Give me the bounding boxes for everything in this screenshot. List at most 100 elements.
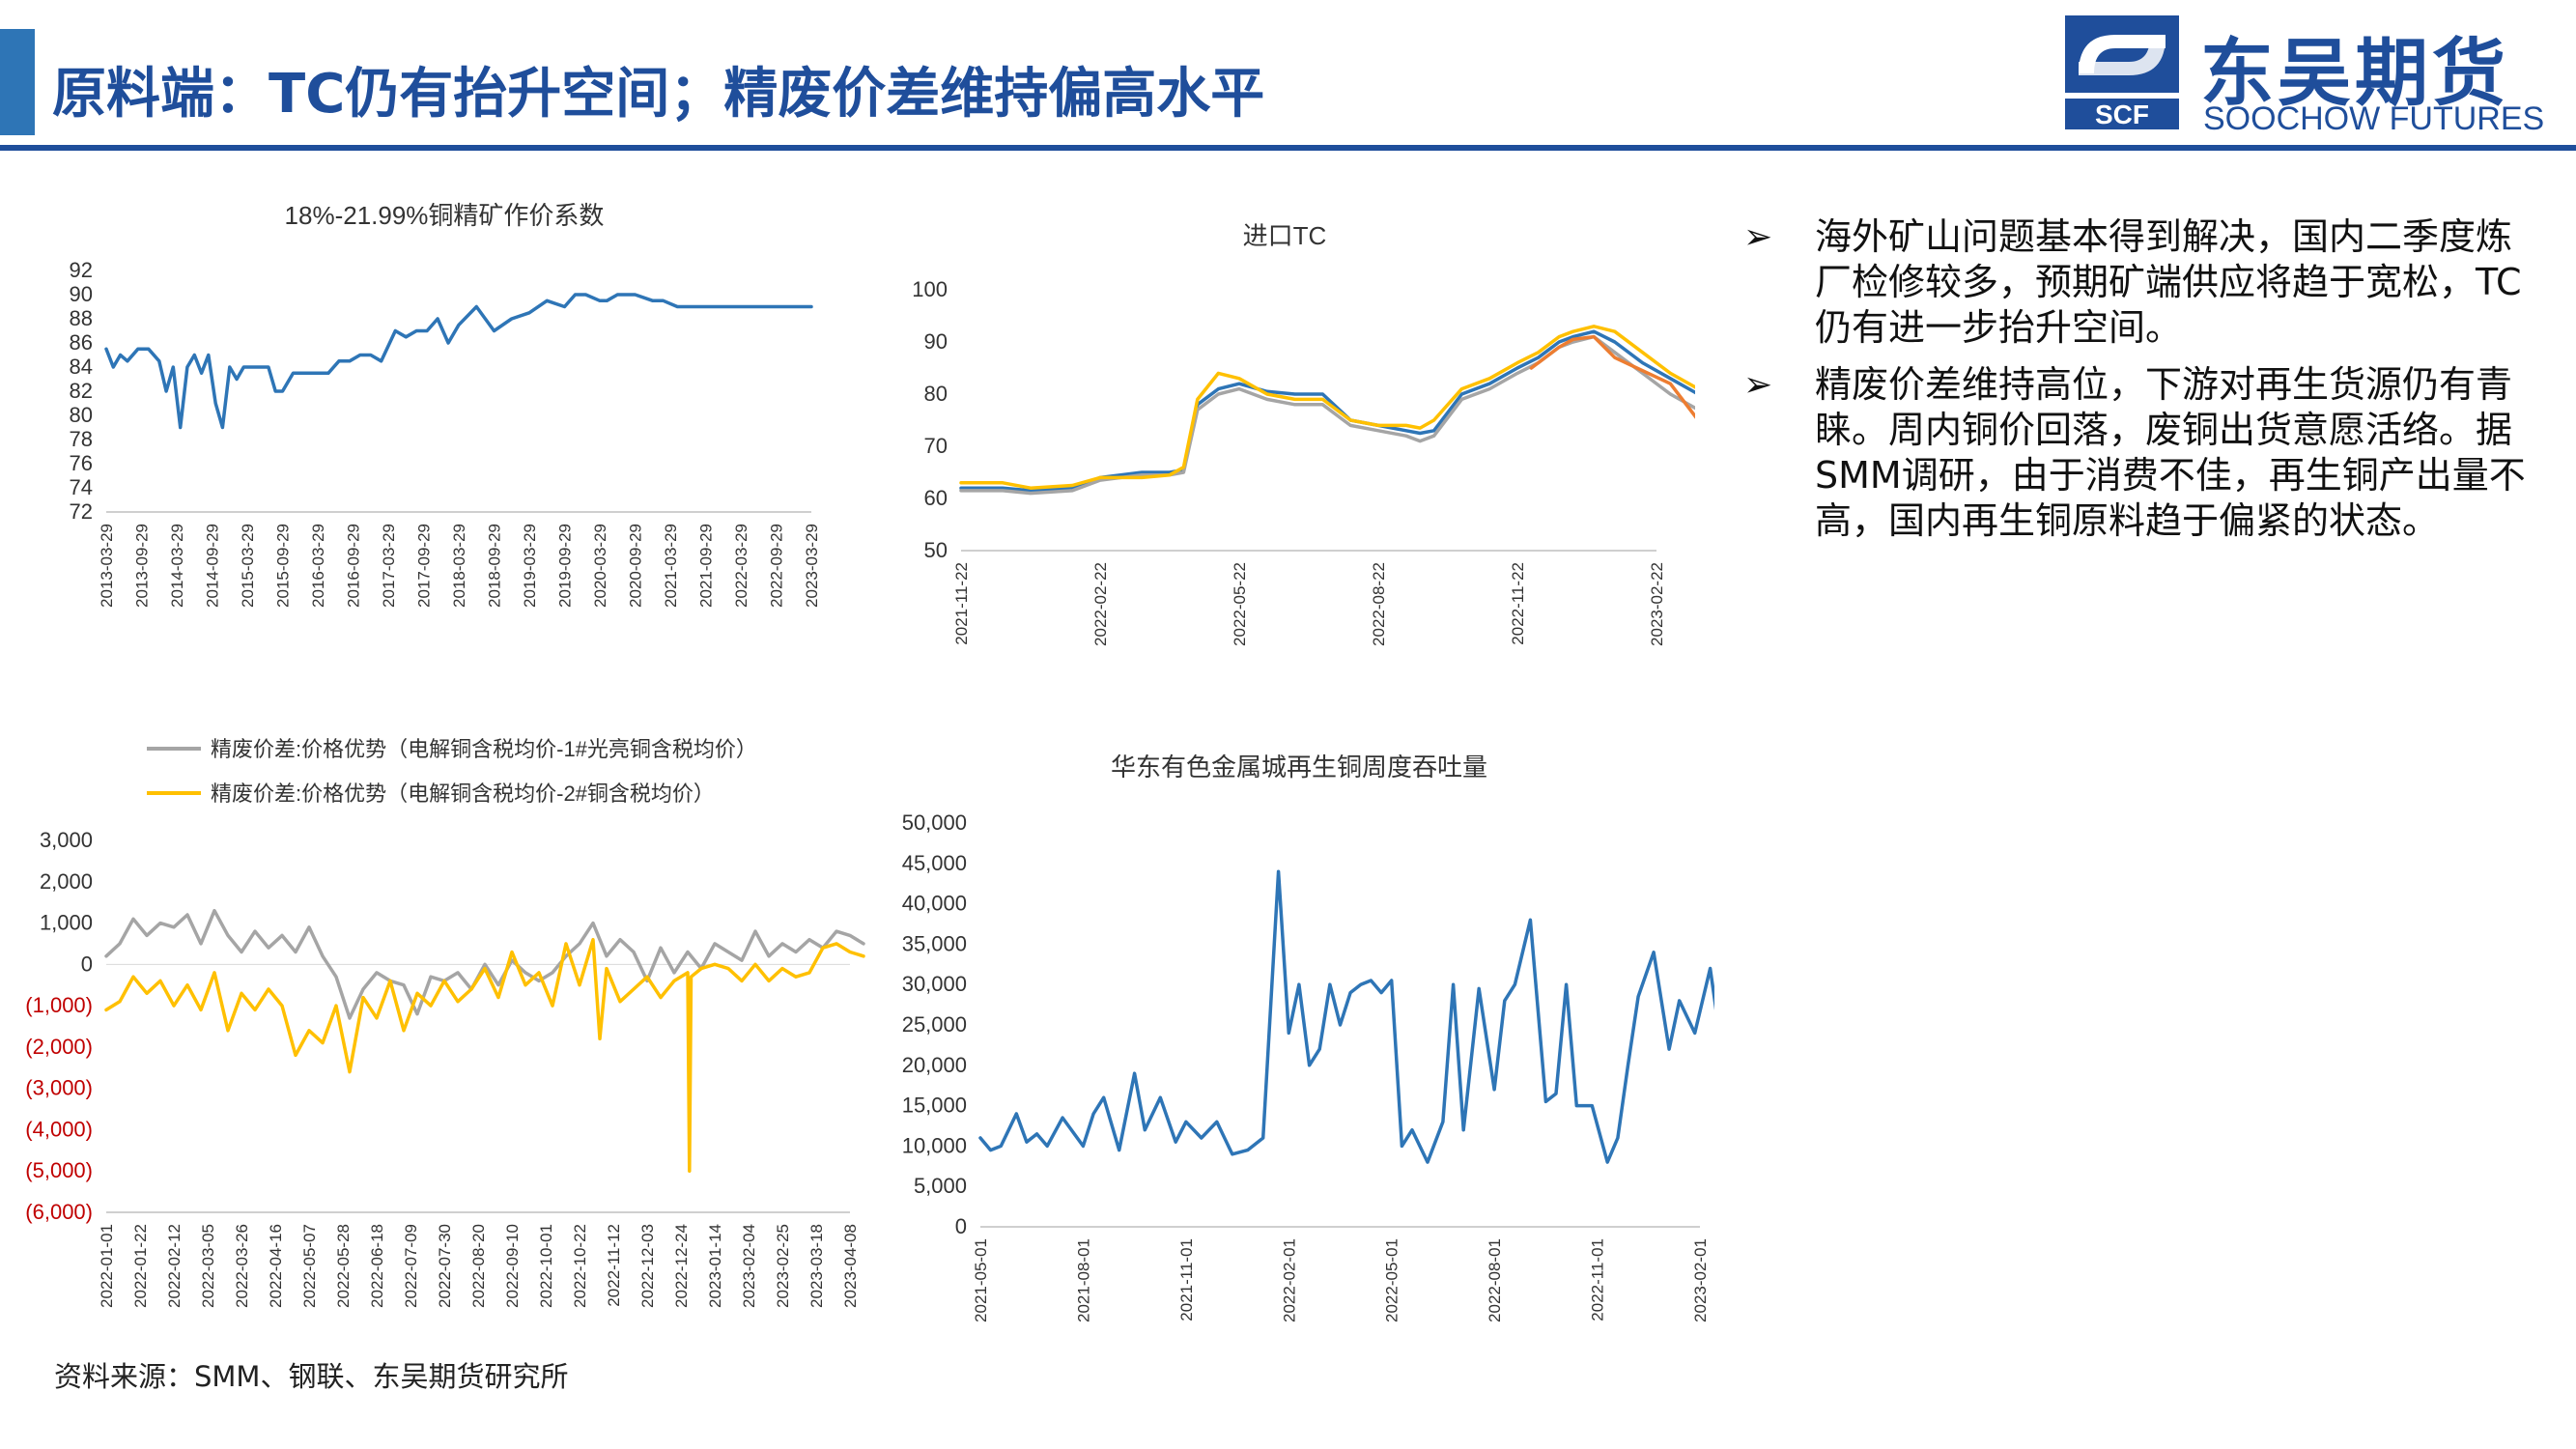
x-tick-label: 2022-08-01 xyxy=(1486,1238,1504,1322)
x-tick-label: 2013-03-29 xyxy=(98,524,116,608)
x-tick-label: 2018-03-29 xyxy=(450,524,468,608)
x-tick-label: 2023-02-04 xyxy=(740,1224,758,1308)
x-tick-label: 2023-02-25 xyxy=(774,1224,792,1308)
y-tick-label: (5,000) xyxy=(25,1158,93,1182)
y-tick-label: 0 xyxy=(81,952,93,976)
series-line xyxy=(978,869,1714,1164)
y-tick-label: 92 xyxy=(70,258,93,282)
x-tick-label: 2023-02-01 xyxy=(1691,1238,1710,1322)
chart-recycled-copper-throughput: 华东有色金属城再生铜周度吞吐量 50,000 45,000 40,000 35,000 3… xyxy=(902,753,1714,1322)
y-tick-label: 90 xyxy=(924,329,948,354)
x-tick-label: 2022-12-03 xyxy=(638,1224,657,1308)
chart-refined-scrap-spread: 3,000 2,000 1,000 0 (1,000) (2,000) (3,000) (4,… xyxy=(25,737,865,1308)
header-accent-bar xyxy=(0,29,35,135)
x-tick-label: 2022-04-16 xyxy=(267,1224,285,1308)
logo-text-cn: 东吴期货 xyxy=(2200,30,2509,116)
arrow-bullet-icon: ➢ xyxy=(1743,365,1773,405)
x-tick-label: 2018-09-29 xyxy=(486,524,504,608)
x-tick-label: 2022-07-30 xyxy=(436,1224,454,1308)
x-tick-label: 2022-11-22 xyxy=(1509,562,1527,645)
y-tick-label: 86 xyxy=(70,330,93,355)
x-tick-label: 2022-10-22 xyxy=(571,1224,589,1308)
y-tick-label: 72 xyxy=(70,499,93,524)
y-tick-label: 88 xyxy=(70,306,93,330)
y-tick-label: 80 xyxy=(924,382,948,406)
y-tick-label: 10,000 xyxy=(902,1133,967,1157)
commentary-text: 精废价差维持高位，下游对再生货源仍有青睐。周内铜价回落，废铜出货意愿活络。据SM… xyxy=(1815,363,2526,542)
x-tick-label: 2022-10-01 xyxy=(537,1224,555,1308)
series-line xyxy=(959,325,1695,490)
x-tick-label: 2022-03-26 xyxy=(233,1224,251,1308)
y-tick-label: 74 xyxy=(70,475,93,499)
chart-copper-concentrate-coefficient: 18%-21.99%铜精矿作价系数92908886848280787674722… xyxy=(70,201,821,608)
x-tick-label: 2022-11-12 xyxy=(605,1224,623,1307)
chart-title: 进口TC xyxy=(1243,221,1327,250)
y-tick-label: 76 xyxy=(70,451,93,475)
y-tick-label: (4,000) xyxy=(25,1117,93,1141)
series-line xyxy=(1529,334,1695,419)
y-tick-label: 35,000 xyxy=(902,931,967,955)
x-tick-label: 2020-03-29 xyxy=(591,524,609,608)
header-divider xyxy=(0,145,2576,151)
x-tick-label: 2022-08-20 xyxy=(469,1224,488,1308)
series-line xyxy=(104,908,865,1020)
y-tick-label: 1,000 xyxy=(40,911,93,935)
y-tick-label: 3,000 xyxy=(40,828,93,852)
x-tick-label: 2022-05-07 xyxy=(300,1224,319,1308)
x-tick-label: 2022-03-05 xyxy=(199,1224,217,1308)
x-tick-label: 2022-09-10 xyxy=(503,1224,522,1308)
x-tick-label: 2022-02-01 xyxy=(1280,1238,1298,1322)
legend-label: 精废价差:价格优势（电解铜含税均价-1#光亮铜含税均价） xyxy=(211,737,757,761)
x-tick-label: 2022-08-22 xyxy=(1370,562,1388,646)
series-line xyxy=(959,329,1695,493)
x-tick-label: 2023-04-08 xyxy=(841,1224,860,1308)
x-tick-label: 2021-11-01 xyxy=(1177,1238,1196,1321)
y-tick-label: (6,000) xyxy=(25,1200,93,1224)
legend-label: 精废价差:价格优势（电解铜含税均价-2#铜含税均价） xyxy=(211,781,715,806)
series-line xyxy=(104,937,865,1173)
series-line xyxy=(104,293,813,430)
x-tick-label: 2022-05-28 xyxy=(334,1224,353,1308)
x-tick-label: 2022-05-22 xyxy=(1231,562,1249,646)
y-tick-label: 82 xyxy=(70,379,93,403)
logo-text-en: SOOCHOW FUTURES xyxy=(2203,100,2545,137)
commentary-item: ➢ 海外矿山问题基本得到解决，国内二季度炼厂检修较多，预期矿端供应将趋于宽松，T… xyxy=(1743,214,2535,351)
x-tick-label: 2022-11-01 xyxy=(1589,1238,1607,1321)
y-tick-label: 40,000 xyxy=(902,892,967,916)
y-tick-label: 15,000 xyxy=(902,1094,967,1118)
y-tick-label: 90 xyxy=(70,282,93,306)
y-tick-label: 25,000 xyxy=(902,1012,967,1037)
x-tick-label: 2016-09-29 xyxy=(345,524,363,608)
page-title: 原料端：TC仍有抬升空间；精废价差维持偏高水平 xyxy=(52,63,1265,126)
x-tick-label: 2014-03-29 xyxy=(168,524,186,608)
x-tick-label: 2021-03-29 xyxy=(662,524,680,608)
series-line xyxy=(959,334,1695,496)
y-tick-label: 20,000 xyxy=(902,1053,967,1077)
x-tick-label: 2022-02-12 xyxy=(165,1224,184,1308)
y-tick-label: 60 xyxy=(924,486,948,510)
x-tick-label: 2022-02-22 xyxy=(1091,562,1110,646)
y-tick-label: 100 xyxy=(912,277,948,301)
x-tick-label: 2023-03-29 xyxy=(803,524,821,608)
y-tick-label: (3,000) xyxy=(25,1076,93,1100)
logo-mark-icon: SCF xyxy=(2065,15,2179,129)
x-tick-label: 2022-09-29 xyxy=(768,524,786,608)
x-tick-label: 2015-09-29 xyxy=(274,524,293,608)
x-tick-label: 2022-03-29 xyxy=(732,524,750,608)
y-tick-label: 2,000 xyxy=(40,869,93,894)
x-tick-label: 2021-09-29 xyxy=(697,524,716,608)
commentary-item: ➢ 精废价差维持高位，下游对再生货源仍有青睐。周内铜价回落，废铜出货意愿活络。据… xyxy=(1743,362,2535,544)
source-note: 资料来源：SMM、钢联、东吴期货研究所 xyxy=(54,1360,569,1393)
x-tick-label: 2019-03-29 xyxy=(521,524,539,608)
x-tick-label: 2021-11-22 xyxy=(952,562,971,645)
x-tick-label: 2023-01-14 xyxy=(706,1224,724,1308)
y-tick-label: 80 xyxy=(70,403,93,427)
commentary-list: ➢ 海外矿山问题基本得到解决，国内二季度炼厂检修较多，预期矿端供应将趋于宽松，T… xyxy=(1743,214,2535,555)
x-tick-label: 2020-09-29 xyxy=(627,524,645,608)
y-tick-label: (2,000) xyxy=(25,1035,93,1059)
logo-badge: SCF xyxy=(2095,99,2149,129)
x-tick-label: 2022-01-22 xyxy=(131,1224,150,1308)
brand-logo: SCF 东吴期货 SOOCHOW FUTURES xyxy=(2065,14,2567,137)
chart-title: 华东有色金属城再生铜周度吞吐量 xyxy=(1111,753,1487,781)
